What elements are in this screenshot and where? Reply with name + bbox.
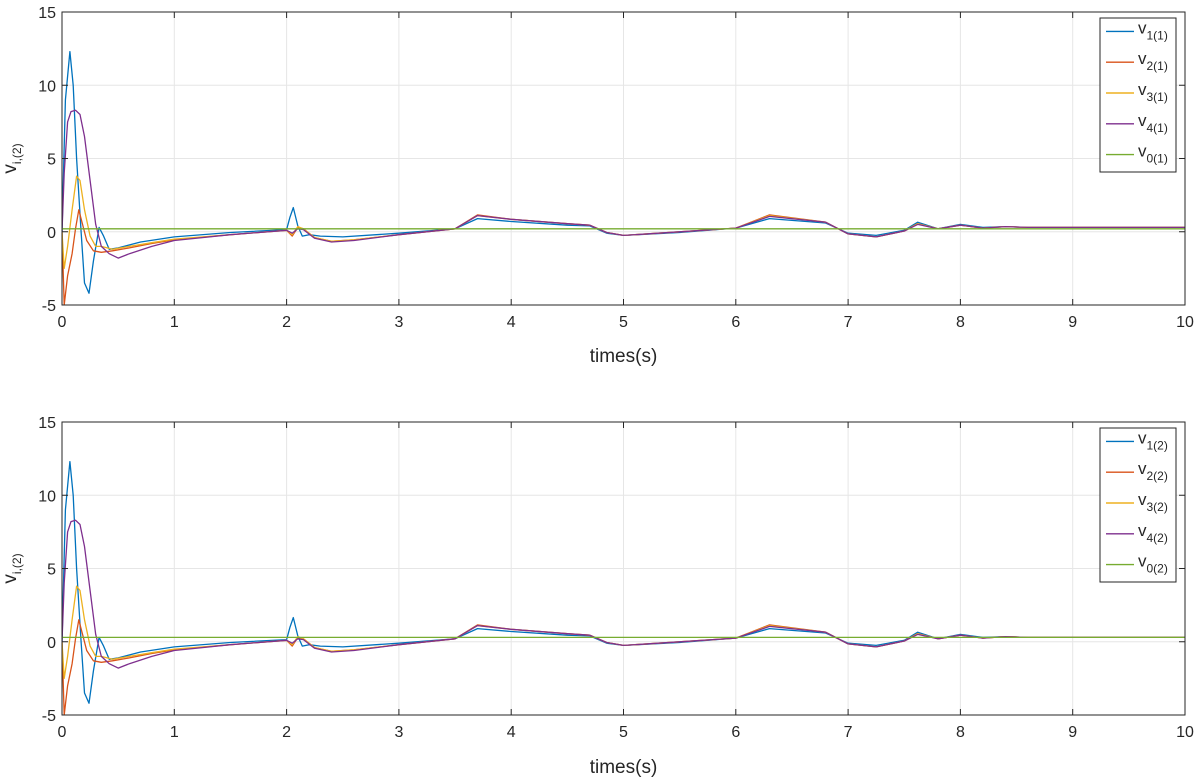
legend-label-sub: 0(1) <box>1147 152 1168 166</box>
legend-label-base: v <box>1138 552 1147 571</box>
x-tick-label: 4 <box>507 314 516 331</box>
y-axis-label-sub: i,(2) <box>10 143 24 164</box>
legend-label-base: v <box>1138 49 1147 68</box>
x-tick-label: 1 <box>170 314 179 331</box>
legend-label-v2(2): v2(2) <box>1138 459 1168 483</box>
x-tick-label: 4 <box>507 724 516 741</box>
x-axis-label: times(s) <box>590 757 658 778</box>
top-plot: 0 1 2 3 4 5 6 7 8 9 10-5051015times(s)vi,(2)v1(1)v… <box>0 5 1194 367</box>
bottom-plot: 0 1 2 3 4 5 6 7 8 9 10-5051015times(s)vi,(2)v1(2)v… <box>0 415 1194 778</box>
legend-label-base: v <box>1138 428 1147 447</box>
x-tick-label: 6 <box>731 314 740 331</box>
y-axis-label-sub: i,(2) <box>10 553 24 574</box>
y-tick-label: 5 <box>47 152 56 169</box>
y-tick-label: 0 <box>47 225 56 242</box>
legend-label-base: v <box>1138 80 1147 99</box>
legend-label-base: v <box>1138 142 1147 161</box>
x-tick-label: 2 <box>282 314 291 331</box>
x-tick-label: 10 <box>1176 724 1194 741</box>
legend-label-v2(1): v2(1) <box>1138 49 1168 73</box>
legend-label-v4(1): v4(1) <box>1138 111 1168 135</box>
series-line-v1(1) <box>62 50 1185 294</box>
x-tick-label: 2 <box>282 724 291 741</box>
legend-label-sub: 0(2) <box>1147 562 1168 576</box>
x-tick-label: 0 <box>58 314 67 331</box>
legend-label-v0(2): v0(2) <box>1138 552 1168 576</box>
x-tick-label: 5 <box>619 314 628 331</box>
x-tick-label: 7 <box>844 724 853 741</box>
legend-label-sub: 1(1) <box>1147 28 1168 42</box>
legend-label-sub: 2(1) <box>1147 59 1168 73</box>
y-tick-label: 5 <box>47 562 56 579</box>
legend-label-base: v <box>1138 18 1147 37</box>
legend-label-sub: 1(2) <box>1147 438 1168 452</box>
x-tick-label: 0 <box>58 724 67 741</box>
y-axis-label-base: v <box>0 164 21 174</box>
y-tick-label: 15 <box>38 5 56 22</box>
series-line-v4(2) <box>62 519 1185 669</box>
x-tick-label: 7 <box>844 314 853 331</box>
legend: v1(2)v2(2)v3(2)v4(2)v0(2) <box>1099 427 1177 583</box>
y-tick-label: 0 <box>47 635 56 652</box>
legend-label-sub: 3(2) <box>1147 500 1168 514</box>
x-tick-label: 9 <box>1068 724 1077 741</box>
x-tick-label: 5 <box>619 724 628 741</box>
legend-label-base: v <box>1138 521 1147 540</box>
legend-label-v3(2): v3(2) <box>1138 490 1168 514</box>
y-axis-label: vi,(2) <box>0 553 24 583</box>
legend-label-base: v <box>1138 111 1147 130</box>
legend-label-sub: 2(2) <box>1147 469 1168 483</box>
legend-label-v0(1): v0(1) <box>1138 142 1168 166</box>
x-tick-label: 9 <box>1068 314 1077 331</box>
x-tick-label: 8 <box>956 724 965 741</box>
x-tick-label: 1 <box>170 724 179 741</box>
x-tick-label: 3 <box>394 724 403 741</box>
legend-box <box>1099 17 1177 173</box>
legend-label-v3(1): v3(1) <box>1138 80 1168 104</box>
y-tick-label: 10 <box>38 488 56 505</box>
y-tick-label: -5 <box>42 708 56 725</box>
y-axis-label-base: v <box>0 574 21 584</box>
legend-label-v1(2): v1(2) <box>1138 428 1168 452</box>
y-tick-label: -5 <box>42 298 56 315</box>
x-tick-label: 3 <box>394 314 403 331</box>
legend-label-base: v <box>1138 459 1147 478</box>
x-axis-label: times(s) <box>590 346 658 367</box>
legend-label-sub: 4(1) <box>1147 121 1168 135</box>
legend-label-sub: 4(2) <box>1147 531 1168 545</box>
x-tick-label: 8 <box>956 314 965 331</box>
series-line-v1(2) <box>62 460 1185 704</box>
series-group <box>62 460 1185 715</box>
legend-label-sub: 3(1) <box>1147 90 1168 104</box>
x-tick-label: 10 <box>1176 314 1194 331</box>
legend-label-v4(2): v4(2) <box>1138 521 1168 545</box>
legend-label-base: v <box>1138 490 1147 509</box>
y-axis-label: vi,(2) <box>0 143 24 173</box>
y-tick-label: 10 <box>38 78 56 95</box>
series-group <box>62 50 1185 305</box>
legend-label-v1(1): v1(1) <box>1138 18 1168 42</box>
y-tick-label: 15 <box>38 415 56 432</box>
legend-box <box>1099 427 1177 583</box>
legend: v1(1)v2(1)v3(1)v4(1)v0(1) <box>1099 17 1177 173</box>
x-tick-label: 6 <box>731 724 740 741</box>
series-line-v4(1) <box>62 109 1185 259</box>
